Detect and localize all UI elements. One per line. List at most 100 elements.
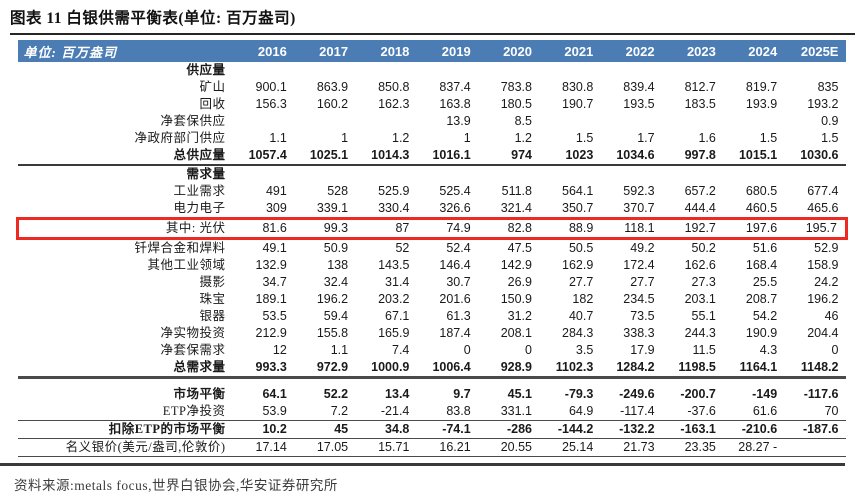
value-cell: 208.1 bbox=[500, 326, 532, 340]
table-row: 摄影 34.7 32.4 31.4 30.7 26.9 27.7 27.7 27.3 25.5 24… bbox=[18, 274, 847, 291]
table-body: 供应量 矿山 900.1 863.9 850.8 837.4 783.8 830.8 839.4… bbox=[16, 62, 848, 457]
value-cell: 26.9 bbox=[507, 275, 532, 289]
table-row-highlighted: 其中: 光伏 81.6 99.3 87 74.9 82.8 88.9 118.1 192.7 19… bbox=[16, 217, 848, 240]
value-cell: 17.14 bbox=[233, 438, 295, 457]
value-cell: -187.6 bbox=[785, 420, 847, 439]
value-cell: 1015.1 bbox=[723, 147, 786, 166]
value-cell bbox=[601, 62, 662, 79]
value-cell bbox=[234, 62, 295, 79]
value-cell bbox=[356, 62, 417, 79]
value-cell: 162.9 bbox=[562, 258, 594, 272]
value-cell: 0 bbox=[463, 343, 471, 357]
row-label: 银器 bbox=[199, 309, 226, 323]
value-cell: 1014.3 bbox=[356, 147, 418, 166]
value-cell: 61.3 bbox=[446, 309, 471, 323]
table-row: 电力电子 309 339.1 330.4 326.6 321.4 350.7 370.7 444… bbox=[18, 200, 847, 219]
value-cell: 183.5 bbox=[684, 97, 716, 111]
value-cell: 1030.6 bbox=[785, 147, 847, 166]
value-cell: 13.9 bbox=[446, 114, 471, 128]
value-cell: 73.5 bbox=[630, 309, 655, 323]
value-cell: 1.5 bbox=[821, 131, 839, 145]
value-cell: 17.05 bbox=[294, 438, 357, 457]
value-cell: 1102.3 bbox=[539, 359, 602, 379]
row-label: 名义银价(美元/盎司,伦敦价) bbox=[17, 438, 234, 457]
table-row: 回收 156.3 160.2 162.3 163.8 180.5 190.7 193.5 183… bbox=[18, 96, 847, 113]
value-cell: 67.1 bbox=[385, 309, 410, 323]
value-cell: 61.6 bbox=[723, 403, 786, 421]
value-cell: 54.2 bbox=[752, 309, 778, 323]
value-cell: 465.6 bbox=[807, 201, 839, 215]
row-label: 总需求量 bbox=[17, 359, 234, 379]
value-cell: 180.5 bbox=[500, 97, 532, 111]
value-cell bbox=[356, 113, 417, 130]
value-cell: 49.2 bbox=[630, 241, 655, 255]
value-cell: 143.5 bbox=[378, 258, 410, 272]
value-cell: 27.7 bbox=[630, 275, 655, 289]
value-cell: 657.2 bbox=[684, 184, 716, 198]
value-cell: 31.4 bbox=[385, 275, 410, 289]
value-cell: -144.2 bbox=[539, 420, 602, 439]
value-cell: 525.4 bbox=[439, 184, 471, 198]
value-cell bbox=[785, 165, 846, 183]
value-cell: 993.3 bbox=[233, 359, 295, 379]
value-cell: -210.6 bbox=[723, 420, 786, 439]
year-header: 2018 bbox=[356, 40, 418, 62]
value-cell bbox=[234, 113, 295, 130]
value-cell bbox=[417, 62, 478, 79]
value-cell: 284.3 bbox=[562, 326, 594, 340]
value-cell bbox=[295, 62, 356, 79]
value-cell: 4.3 bbox=[759, 343, 778, 357]
page-title: 图表 11 白银供需平衡表(单位: 百万盎司) bbox=[10, 10, 296, 27]
value-cell: 7.2 bbox=[294, 403, 357, 421]
corner-unit-label: 单位: 百万盎司 bbox=[17, 40, 234, 62]
value-cell: 165.9 bbox=[378, 326, 410, 340]
value-cell: 197.6 bbox=[723, 217, 786, 240]
value-cell: 132.9 bbox=[255, 258, 287, 272]
value-cell: 835 bbox=[817, 80, 839, 94]
value-cell: 34.7 bbox=[262, 275, 287, 289]
value-cell: -200.7 bbox=[680, 387, 716, 401]
value-cell: 8.5 bbox=[514, 114, 532, 128]
value-cell: 27.7 bbox=[568, 275, 594, 289]
value-cell: 24.2 bbox=[814, 275, 839, 289]
value-cell: 45 bbox=[294, 420, 357, 439]
value-cell bbox=[540, 165, 601, 183]
silver-balance-table: 单位: 百万盎司 2016 2017 2018 2019 2020 2021 2022 202… bbox=[16, 40, 848, 457]
value-cell bbox=[479, 62, 540, 79]
value-cell: 81.6 bbox=[233, 217, 295, 240]
value-cell: 163.8 bbox=[439, 97, 471, 111]
value-cell: 55.1 bbox=[691, 309, 716, 323]
value-cell: 47.5 bbox=[507, 241, 532, 255]
value-cell bbox=[234, 165, 295, 183]
value-cell: 204.4 bbox=[807, 326, 839, 340]
row-label: 摄影 bbox=[199, 275, 226, 289]
value-cell: 1 bbox=[463, 131, 471, 145]
table-row: 净政府部门供应 1.1 1 1.2 1 1.2 1.5 1.7 1.6 1.5 1.5 bbox=[18, 130, 847, 147]
value-cell bbox=[356, 165, 417, 183]
value-cell: 1.2 bbox=[392, 131, 410, 145]
year-header: 2025E bbox=[785, 40, 847, 62]
value-cell: 339.1 bbox=[316, 201, 349, 215]
value-cell: 87 bbox=[356, 217, 418, 240]
value-cell: 190.7 bbox=[562, 97, 594, 111]
value-cell: 491 bbox=[265, 184, 287, 198]
value-cell bbox=[601, 165, 662, 183]
value-cell: 837.4 bbox=[439, 80, 471, 94]
row-label: ETP净投资 bbox=[17, 403, 234, 421]
source-divider bbox=[0, 463, 845, 466]
value-cell: 52.2 bbox=[323, 387, 349, 401]
table-row: 名义银价(美元/盎司,伦敦价) 17.14 17.05 15.71 16.21 20.55… bbox=[17, 438, 847, 457]
value-cell: 64.9 bbox=[539, 403, 602, 421]
value-cell: 201.6 bbox=[439, 292, 471, 306]
row-label: 电力电子 bbox=[173, 201, 226, 215]
row-label: 净套保供应 bbox=[160, 114, 226, 128]
value-cell bbox=[601, 113, 662, 130]
value-cell: 1.2 bbox=[514, 131, 532, 145]
value-cell: 244.3 bbox=[684, 326, 716, 340]
row-label: 钎焊合金和焊料 bbox=[134, 241, 226, 255]
value-cell: 27.3 bbox=[691, 275, 716, 289]
value-cell: 40.7 bbox=[568, 309, 594, 323]
row-label: 回收 bbox=[199, 97, 226, 111]
value-cell: 1.5 bbox=[759, 131, 778, 145]
table-row: 总供应量 1057.4 1025.1 1014.3 1016.1 974 1023 1034.… bbox=[17, 147, 847, 166]
